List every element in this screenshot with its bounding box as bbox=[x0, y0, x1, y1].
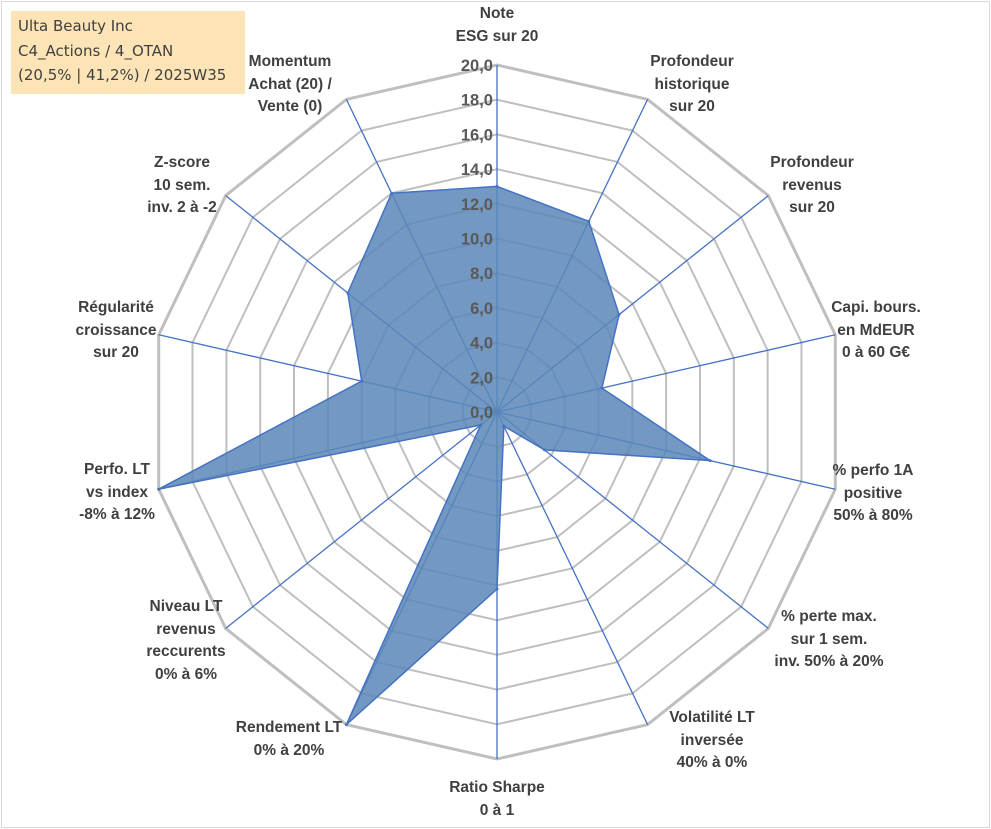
data-point-1 bbox=[495, 184, 499, 188]
data-point-11 bbox=[157, 487, 161, 491]
data-point-6 bbox=[543, 448, 546, 452]
tick-label: 20,0 bbox=[461, 57, 493, 75]
axis-label-line: 50% à 80% bbox=[833, 507, 913, 524]
axis-label-line: 40% à 0% bbox=[676, 754, 748, 771]
axis-label-line: inv. 50% à 20% bbox=[774, 653, 884, 670]
data-point-9 bbox=[344, 723, 348, 727]
axis-label-14: Momentum Achat (20) / Vente (0) bbox=[248, 51, 332, 119]
axis-label-9: Rendement LT 0% à 20% bbox=[236, 717, 343, 762]
data-point-7 bbox=[502, 424, 506, 428]
axis-label-line: % perfo 1A bbox=[832, 462, 914, 479]
axis-label-line: Vente (0) bbox=[257, 98, 323, 115]
tick-label: 0,0 bbox=[470, 404, 493, 422]
chart-title-box: Ulta Beauty Inc C4_Actions / 4_OTAN (20,… bbox=[11, 11, 245, 94]
axis-label-11: Perfo. LT vs index -8% à 12% bbox=[79, 459, 155, 527]
axis-label-line: historique bbox=[654, 75, 730, 93]
tick-label: 8,0 bbox=[470, 265, 493, 283]
axis-label-line: Volatilité LT bbox=[669, 709, 755, 726]
axis-label-line: 10 sem. bbox=[153, 176, 211, 194]
axis-label-line: Perfo. LT bbox=[83, 461, 151, 478]
tick-label: 6,0 bbox=[470, 300, 493, 318]
axis-label-line: vs index bbox=[85, 483, 149, 501]
axis-label-line: reccurents bbox=[146, 643, 226, 660]
axis-label-line: revenus bbox=[782, 176, 842, 194]
axis-label-line: Capi. bours. bbox=[831, 299, 921, 316]
axis-label-line: Achat (20) / bbox=[248, 75, 332, 93]
axis-label-line: Régularité bbox=[78, 299, 154, 316]
axis-label-line: sur 20 bbox=[93, 344, 139, 361]
axis-label-13: Z-score 10 sem. inv. 2 à -2 bbox=[147, 152, 217, 220]
axis-label-line: Z-score bbox=[154, 154, 210, 171]
axis-label-line: croissance bbox=[75, 321, 157, 339]
axis-label-line: sur 20 bbox=[789, 199, 835, 216]
axis-label-line: Ratio Sharpe bbox=[449, 779, 545, 796]
axis-label-4: Capi. bours. en MdEUR 0 à 60 G€ bbox=[831, 297, 921, 365]
chart-title-line-1: Ulta Beauty Inc bbox=[18, 17, 133, 35]
axis-label-1: Note ESG sur 20 bbox=[456, 3, 539, 48]
axis-label-line: ESG sur 20 bbox=[455, 27, 539, 45]
data-point-12 bbox=[360, 379, 364, 383]
axis-label-10: Niveau LT revenus reccurents 0% à 6% bbox=[146, 596, 225, 686]
axis-label-line: 0% à 20% bbox=[253, 741, 325, 759]
radar-series bbox=[157, 184, 713, 727]
axis-label-line: 0 à 60 G€ bbox=[841, 344, 911, 361]
axis-label-line: inv. 2 à -2 bbox=[147, 199, 217, 216]
axis-label-5: % perfo 1A positive 50% à 80% bbox=[833, 460, 914, 528]
axis-label-line: revenus bbox=[156, 620, 216, 638]
axis-spoke-7 bbox=[496, 411, 649, 725]
data-point-14 bbox=[390, 191, 394, 195]
tick-label: 16,0 bbox=[461, 126, 493, 144]
tick-label: 14,0 bbox=[461, 161, 493, 179]
axis-label-line: sur 1 sem. bbox=[790, 630, 868, 648]
axis-label-line: 0% à 6% bbox=[154, 665, 218, 683]
data-point-8 bbox=[495, 587, 499, 591]
axis-label-line: % perte max. bbox=[781, 608, 877, 625]
series-area bbox=[158, 185, 713, 726]
axis-label-line: en MdEUR bbox=[837, 321, 915, 339]
data-point-13 bbox=[346, 291, 350, 295]
axis-label-3: Profondeur revenus sur 20 bbox=[770, 152, 854, 220]
axis-label-line: Momentum bbox=[248, 53, 332, 70]
chart-title-line-3: (20,5% | 41,2%) / 2025W35 bbox=[18, 66, 227, 84]
axis-label-line: positive bbox=[843, 484, 903, 502]
axis-label-line: Rendement LT bbox=[235, 719, 343, 736]
axis-label-12: Régularité croissance sur 20 bbox=[76, 297, 157, 365]
axis-label-6: % perte max. sur 1 sem. inv. 50% à 20% bbox=[774, 606, 883, 674]
tick-label: 4,0 bbox=[470, 335, 493, 353]
axis-label-line: 0 à 1 bbox=[479, 801, 515, 819]
axis-label-line: Profondeur bbox=[650, 53, 734, 70]
tick-label: 10,0 bbox=[461, 231, 493, 249]
axis-label-line: Note bbox=[479, 5, 515, 22]
data-point-2 bbox=[587, 219, 591, 223]
tick-label: 18,0 bbox=[461, 92, 493, 110]
axis-label-2: Profondeur historique sur 20 bbox=[650, 51, 734, 119]
tick-label: 12,0 bbox=[461, 196, 493, 214]
axis-label-7: Volatilité LT inversée 40% à 0% bbox=[669, 707, 755, 775]
axis-label-line: Profondeur bbox=[770, 154, 854, 171]
axis-label-line: sur 20 bbox=[669, 98, 715, 115]
axis-label-line: inversée bbox=[680, 731, 744, 749]
axis-label-line: Niveau LT bbox=[149, 598, 223, 615]
axis-label-line: -8% à 12% bbox=[79, 506, 155, 523]
chart-title-line-2: C4_Actions / 4_OTAN bbox=[18, 41, 174, 60]
data-point-10 bbox=[479, 423, 483, 427]
axis-spoke-10 bbox=[225, 411, 498, 629]
data-point-5 bbox=[708, 459, 712, 463]
data-point-4 bbox=[600, 386, 604, 390]
tick-label: 2,0 bbox=[470, 369, 493, 387]
data-point-3 bbox=[617, 313, 621, 317]
axis-label-8: Ratio Sharpe 0 à 1 bbox=[449, 777, 545, 822]
radar-tick-labels: 0,0 2,0 4,0 6,0 8,0 10,0 12,0 14,0 16,0 18,0 20,0 bbox=[461, 57, 493, 422]
